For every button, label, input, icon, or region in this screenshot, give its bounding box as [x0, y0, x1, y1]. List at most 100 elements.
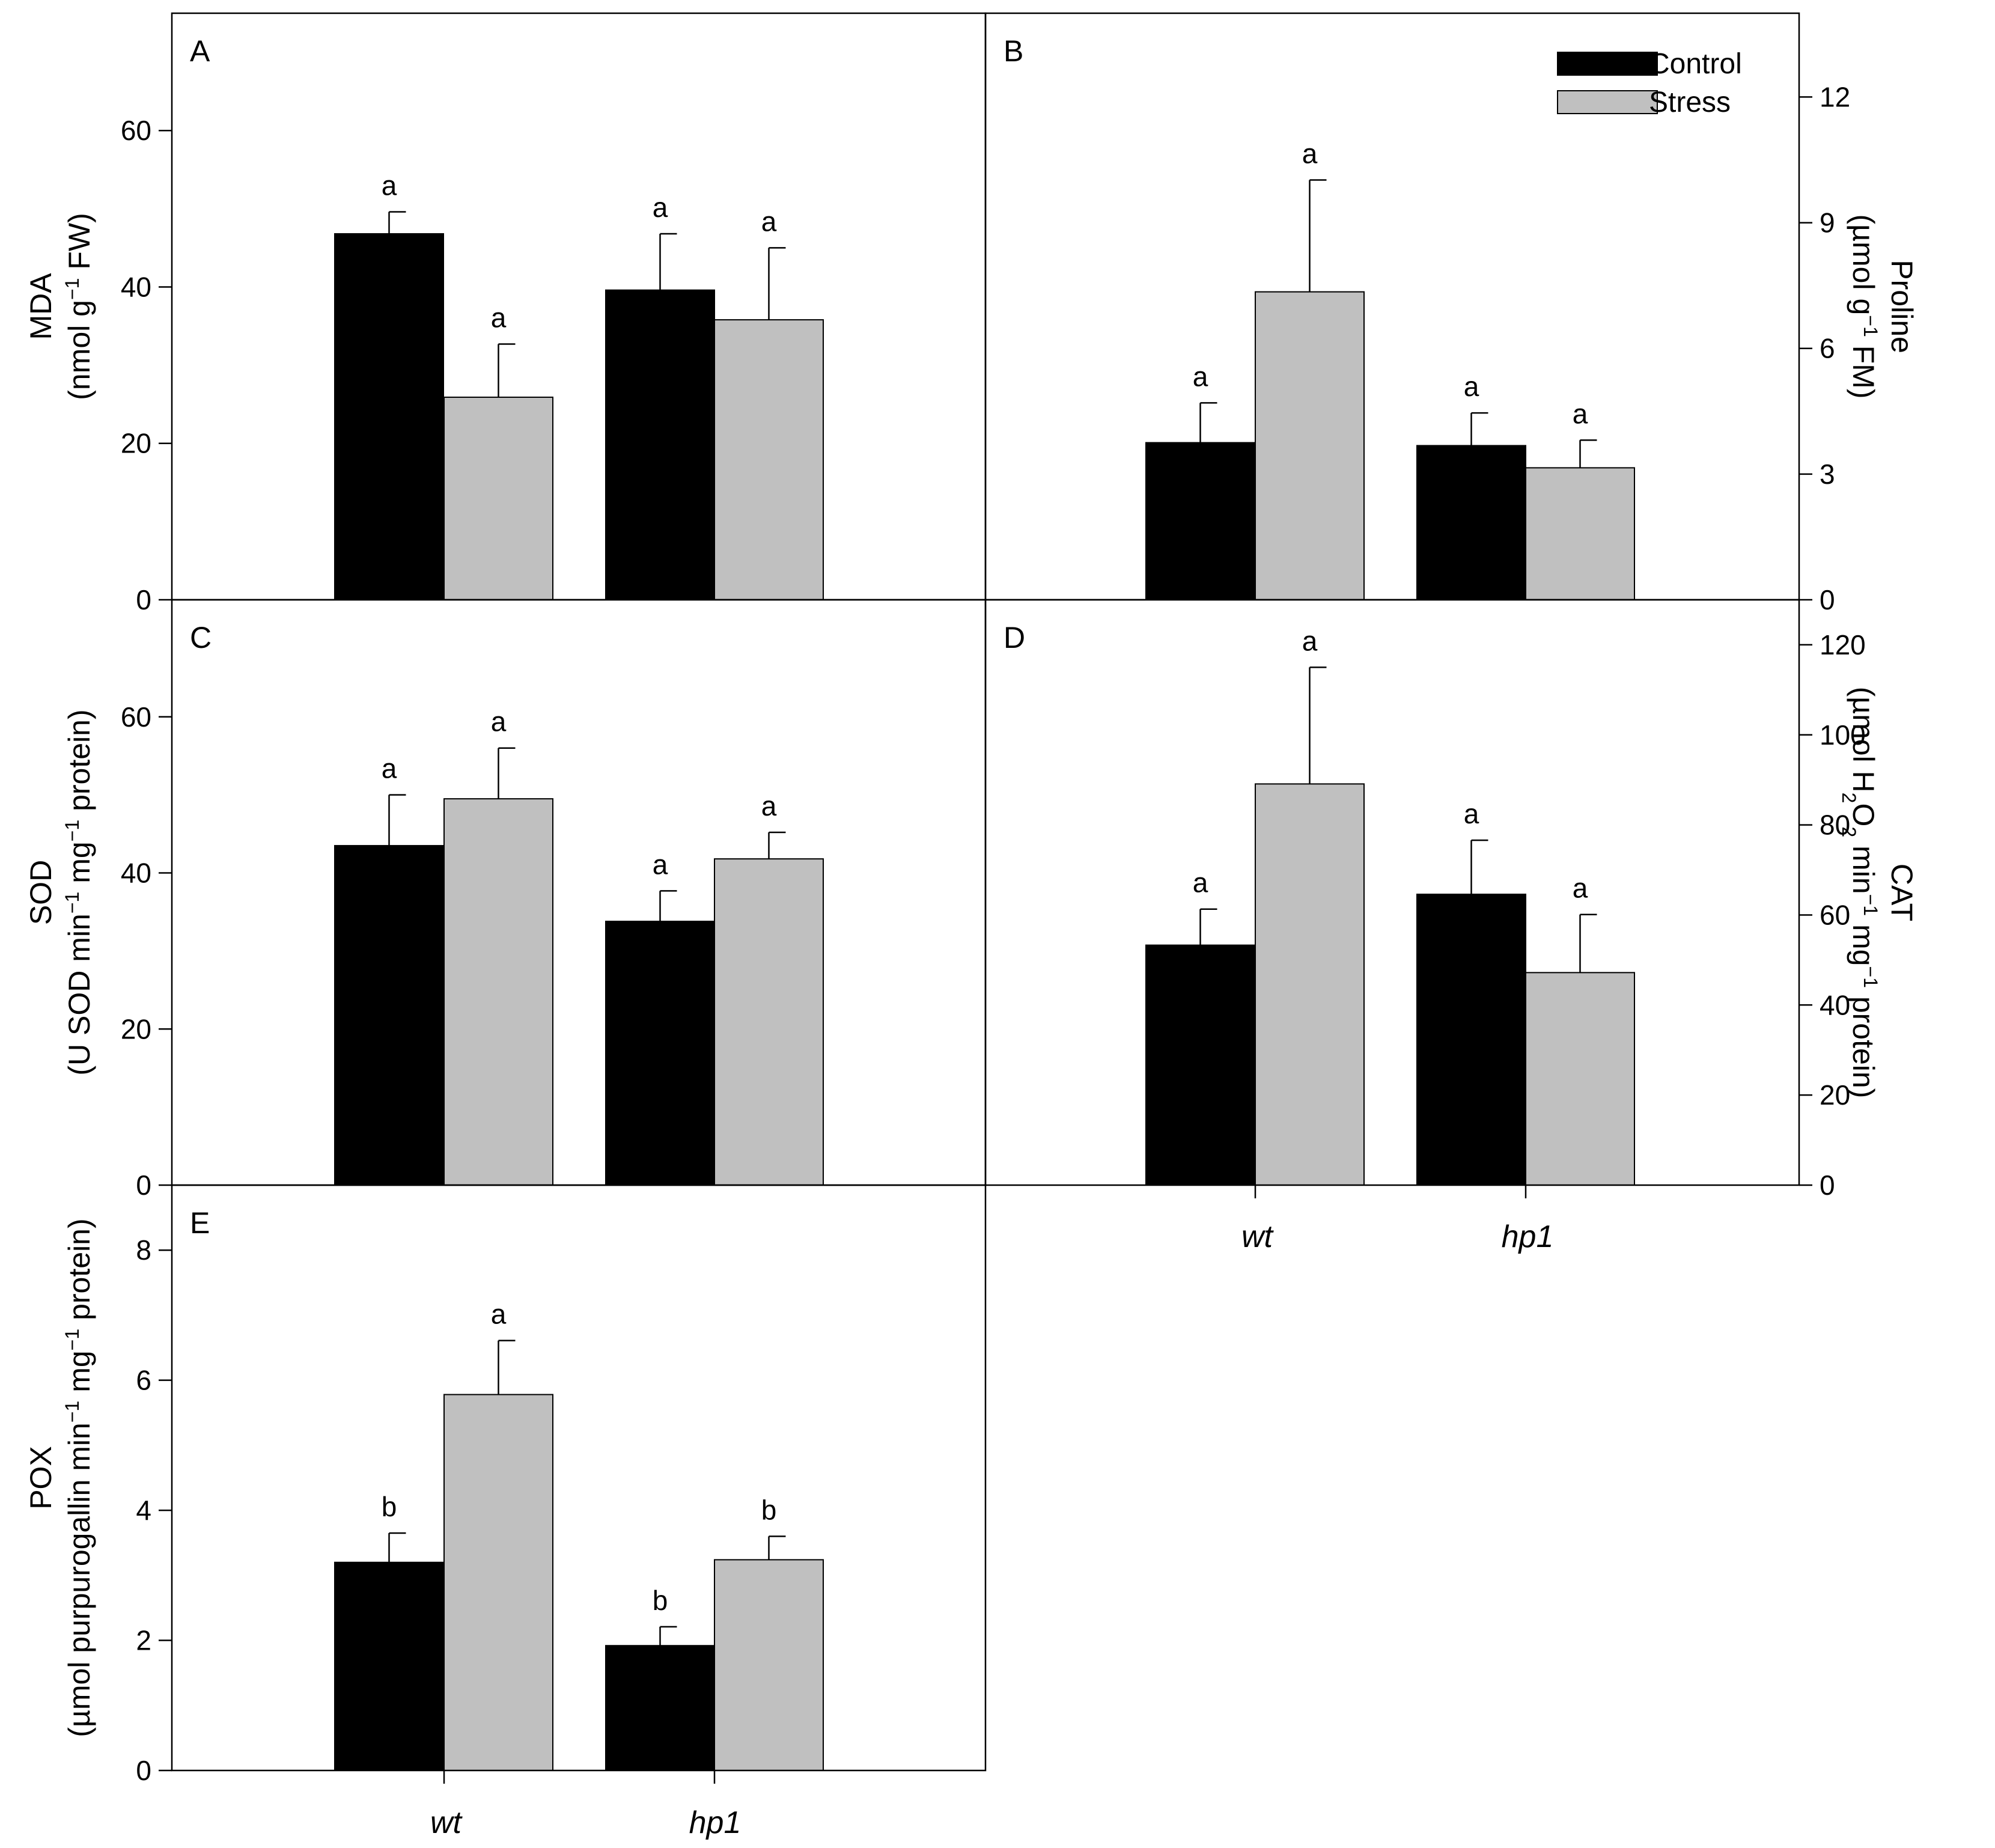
legend-label-stress: Stress: [1649, 87, 1731, 118]
y-tick-label-c: 40: [121, 858, 151, 889]
significance-letter-a-hp1-control: a: [653, 192, 668, 223]
y-axis-title-segment: (µmol purpurogallin min: [62, 1423, 96, 1737]
panel-letter-e: E: [190, 1206, 210, 1240]
significance-letter-a-wt-stress: a: [491, 302, 507, 333]
significance-letter-b-hp1-stress: a: [1573, 398, 1588, 429]
y-axis-title-c: SOD(U SOD min−1 mg−1 protein): [24, 709, 96, 1075]
y-axis-title-line-a: (nmol g−1 FW): [61, 213, 96, 400]
bar-d-wt-stress: [1255, 783, 1365, 1186]
y-tick-label-b: 12: [1820, 81, 1850, 112]
bar-e-hp1-control: [605, 1645, 715, 1772]
y-tick-label-e: 8: [136, 1234, 151, 1266]
category-labels: wt hp1 wt hp1: [430, 1219, 1553, 1840]
panel-letter-c: C: [190, 621, 212, 654]
bar-b-wt-control: [1145, 442, 1255, 600]
y-axis-title-segment: min: [1847, 837, 1880, 894]
y-tick-label-c: 0: [136, 1169, 151, 1201]
category-label-hp1-bottom: hp1: [689, 1805, 742, 1840]
y-axis-title-segment: −1: [61, 820, 83, 841]
panel-letter-a: A: [190, 34, 210, 68]
y-axis-title-segment: mg: [62, 841, 96, 891]
panel-letter-b: B: [1004, 34, 1023, 68]
y-axis-title-segment: (µmol H: [1847, 687, 1880, 793]
bar-a-wt-control: [334, 233, 444, 600]
panel-b: a a a a 0 3 6 9 12 B Proline(µmol g−1 FM): [984, 12, 1919, 615]
y-tick-label-d: 100: [1820, 719, 1866, 751]
y-axis-title-segment: O: [1847, 803, 1880, 826]
bar-d-hp1-stress: [1525, 972, 1635, 1186]
significance-letter-e-hp1-control: b: [653, 1585, 668, 1616]
y-tick-label-d: 120: [1820, 629, 1866, 660]
y-axis-title-line-e: (µmol purpurogallin min−1 mg−1 protein): [61, 1218, 96, 1737]
panel-letter-d: D: [1004, 621, 1025, 654]
y-axis-title-segment: MDA: [24, 273, 58, 340]
y-axis-title-segment: protein): [62, 1218, 96, 1328]
y-axis-title-segment: −1: [61, 278, 83, 300]
y-axis-title-segment: POX: [24, 1446, 58, 1510]
y-axis-title-segment: mg: [62, 1350, 96, 1400]
y-axis-title-line-c: SOD: [24, 860, 58, 925]
bar-b-hp1-stress: [1525, 467, 1635, 601]
bar-e-wt-stress: [443, 1394, 553, 1771]
y-axis-title-line-c: (U SOD min−1 mg−1 protein): [61, 709, 96, 1075]
bar-d-wt-control: [1145, 944, 1255, 1186]
y-tick-label-a: 60: [121, 115, 151, 146]
y-tick-label-b: 6: [1820, 333, 1835, 364]
bar-e-wt-control: [334, 1561, 444, 1772]
legend-swatch-stress: [1557, 90, 1658, 114]
significance-letter-c-hp1-control: a: [653, 849, 668, 880]
y-tick-label-e: 6: [136, 1365, 151, 1396]
y-tick-label-b: 0: [1820, 584, 1835, 615]
y-axis-title-segment: FW): [62, 213, 96, 278]
y-axis-title-segment: −1: [1860, 966, 1881, 987]
y-axis-title-e: POX (µmol purpurogallin min−1 mg−1 protei…: [24, 1218, 96, 1737]
bar-e-hp1-stress: [714, 1559, 824, 1772]
legend-label-control: Control: [1649, 48, 1742, 80]
y-axis-title-line-b: (µmol g−1 FM): [1847, 215, 1881, 399]
significance-letter-c-wt-control: a: [382, 753, 397, 784]
y-axis-title-segment: SOD: [24, 860, 58, 925]
y-tick-label-d: 20: [1820, 1079, 1850, 1111]
y-axis-title-segment: protein): [62, 709, 96, 819]
bar-b-wt-stress: [1255, 291, 1365, 601]
bar-a-wt-stress: [443, 396, 553, 600]
y-axis-title-a: MDA (nmol g−1 FW): [24, 213, 96, 400]
y-axis-title-segment: −1: [61, 1329, 83, 1350]
y-axis-title-segment: 2: [1838, 793, 1860, 804]
y-tick-label-c: 60: [121, 701, 151, 733]
y-axis-title-b: Proline(µmol g−1 FM): [1847, 215, 1919, 399]
significance-letter-e-wt-stress: a: [491, 1299, 507, 1330]
y-tick-label-b: 3: [1820, 459, 1835, 490]
y-axis-title-segment: (U SOD min: [62, 913, 96, 1075]
y-axis-title-segment: −1: [61, 1401, 83, 1423]
significance-letter-a-hp1-stress: a: [761, 206, 777, 237]
category-label-wt-bottom: wt: [430, 1805, 463, 1840]
significance-letter-d-wt-stress: a: [1302, 625, 1318, 656]
y-tick-label-d: 40: [1820, 989, 1850, 1020]
significance-letter-e-wt-control: b: [382, 1491, 397, 1522]
y-tick-label-a: 40: [121, 271, 151, 302]
bar-b-hp1-control: [1416, 445, 1526, 600]
y-tick-label-c: 20: [121, 1013, 151, 1044]
y-tick-label-d: 80: [1820, 810, 1850, 841]
significance-letter-e-hp1-stress: b: [761, 1494, 777, 1525]
significance-letter-b-wt-stress: a: [1302, 138, 1318, 169]
y-axis-title-line-a: MDA: [24, 273, 58, 340]
y-axis-title-segment: (nmol g: [62, 300, 96, 400]
y-axis-title-line-b: Proline: [1885, 260, 1919, 353]
y-axis-title-segment: mg: [1847, 916, 1880, 966]
y-axis-title-segment: −1: [1860, 894, 1881, 916]
significance-letter-d-hp1-control: a: [1464, 798, 1479, 829]
y-axis-title-segment: (µmol g: [1847, 215, 1880, 316]
y-axis-title-segment: −1: [61, 892, 83, 913]
y-tick-label-d: 60: [1820, 899, 1850, 930]
significance-letter-b-hp1-control: a: [1464, 371, 1479, 402]
significance-letter-a-wt-control: a: [382, 170, 397, 201]
y-axis-title-segment: Proline: [1885, 260, 1919, 353]
y-tick-label-e: 2: [136, 1625, 151, 1656]
bar-a-hp1-stress: [714, 319, 824, 600]
